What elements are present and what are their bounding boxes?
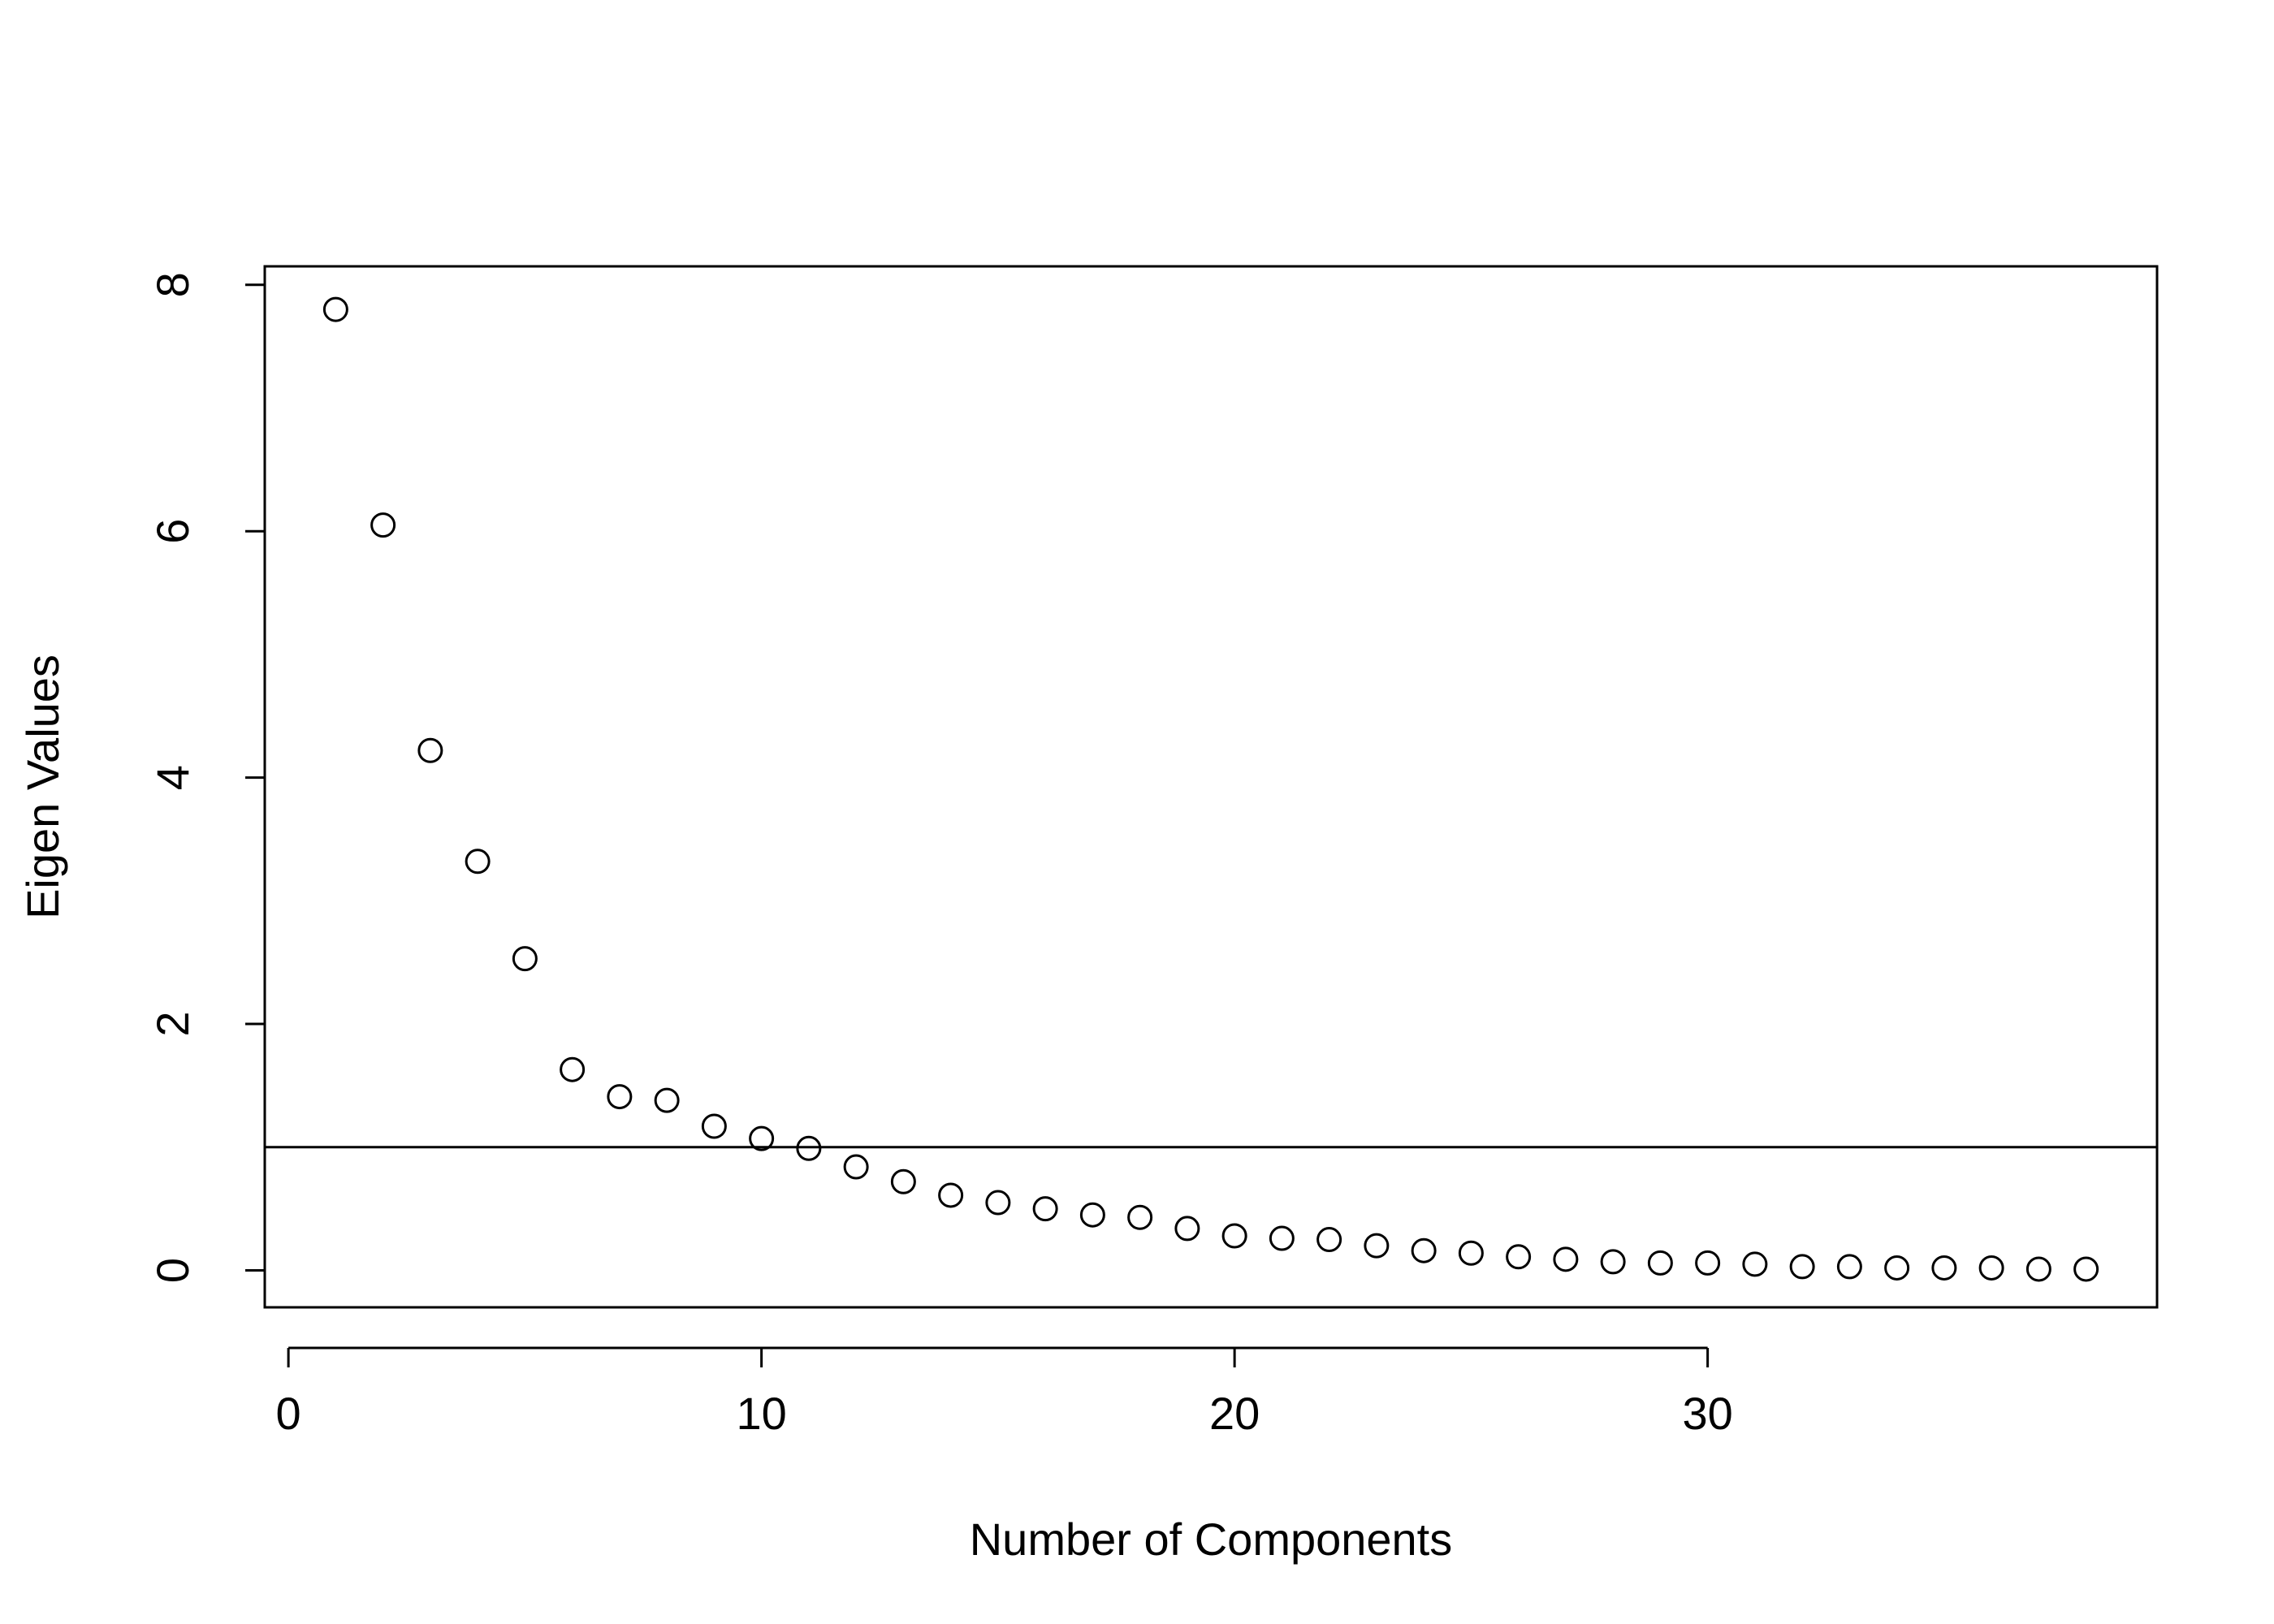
- data-point: [1174, 1216, 1200, 1242]
- data-point: [607, 1084, 633, 1110]
- data-point: [749, 1125, 775, 1151]
- plot-frame: [263, 265, 2159, 1309]
- data-point: [2073, 1256, 2099, 1282]
- data-point: [1884, 1255, 1910, 1281]
- x-tick-label: 20: [1209, 1388, 1260, 1439]
- data-point: [1836, 1254, 1862, 1280]
- x-tick-label: 10: [736, 1388, 786, 1439]
- data-point: [1931, 1255, 1957, 1281]
- data-point: [1079, 1202, 1105, 1228]
- data-point: [417, 737, 443, 763]
- data-point: [560, 1056, 586, 1082]
- y-axis-label: Eigen Values: [17, 654, 68, 919]
- data-point: [701, 1113, 727, 1139]
- data-point: [843, 1154, 869, 1180]
- data-point: [1364, 1233, 1390, 1259]
- x-axis-label: Number of Components: [970, 1514, 1453, 1565]
- data-point: [2025, 1256, 2051, 1282]
- data-point: [1647, 1250, 1673, 1276]
- y-tick-label: 4: [147, 765, 198, 790]
- data-point: [1506, 1244, 1532, 1270]
- data-point: [1411, 1237, 1437, 1263]
- x-axis: 0 10 20 30: [276, 1346, 1733, 1439]
- data-point: [322, 296, 348, 322]
- data-point: [1789, 1254, 1815, 1280]
- data-point: [1458, 1240, 1484, 1266]
- y-tick-label: 2: [147, 1011, 198, 1036]
- data-point: [796, 1135, 822, 1161]
- data-point: [1269, 1225, 1295, 1251]
- data-point: [1742, 1251, 1768, 1277]
- data-point: [654, 1087, 680, 1113]
- y-tick-label: 0: [147, 1258, 198, 1283]
- y-axis: 0 2 4 6 8: [147, 272, 266, 1283]
- x-tick-label: 0: [276, 1388, 301, 1439]
- data-point: [1032, 1196, 1058, 1222]
- data-point: [370, 512, 396, 538]
- y-tick-label: 6: [147, 519, 198, 544]
- y-tick-label: 8: [147, 272, 198, 297]
- data-point: [1553, 1246, 1579, 1272]
- data-point: [985, 1190, 1011, 1216]
- data-point: [1695, 1250, 1721, 1276]
- data-point: [1978, 1255, 2004, 1281]
- data-point: [1221, 1223, 1247, 1249]
- x-tick-label: 30: [1682, 1388, 1732, 1439]
- data-points: [322, 296, 2099, 1282]
- data-point: [1600, 1249, 1626, 1275]
- data-point: [938, 1182, 964, 1208]
- data-point: [1316, 1227, 1342, 1253]
- data-point: [465, 849, 491, 875]
- data-point: [512, 946, 538, 972]
- data-point: [890, 1168, 916, 1194]
- data-point: [1127, 1204, 1153, 1230]
